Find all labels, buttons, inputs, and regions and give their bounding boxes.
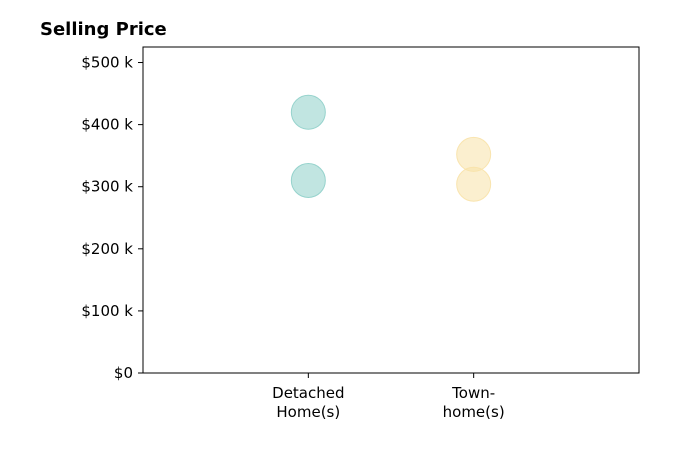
x-tick-label: Town-home(s) <box>443 384 505 421</box>
data-point <box>456 136 492 172</box>
data-points <box>290 94 492 202</box>
data-point <box>290 163 326 199</box>
y-tick-label: $500 k <box>81 54 133 72</box>
x-tick-label: Detached Home(s) <box>272 384 344 421</box>
y-tick-label: $100 k <box>81 302 133 320</box>
y-tick-label: $0 <box>114 364 133 382</box>
plot-frame <box>142 46 640 374</box>
y-axis: $0 $100 k $200 k $300 k $400 k $500 k <box>81 54 143 382</box>
y-tick-label: $400 k <box>81 116 133 134</box>
y-tick-label: $300 k <box>81 178 133 196</box>
chart-title: Selling Price <box>40 19 167 40</box>
data-point <box>456 166 492 202</box>
x-axis: Detached Home(s) Town-home(s) <box>272 373 505 421</box>
data-point <box>290 94 326 130</box>
y-tick-label: $200 k <box>81 240 133 258</box>
